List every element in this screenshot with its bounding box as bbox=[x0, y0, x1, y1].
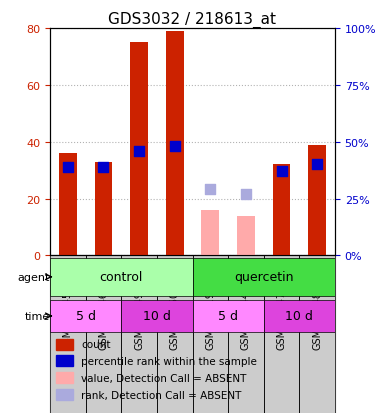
Bar bbox=[201, 211, 219, 256]
Bar bbox=[50, 256, 85, 413]
Bar bbox=[95, 162, 112, 256]
Bar bbox=[56, 339, 73, 350]
Bar bbox=[85, 256, 121, 413]
Text: GSM174819: GSM174819 bbox=[205, 290, 215, 349]
Bar bbox=[130, 43, 148, 256]
Text: GSM174944: GSM174944 bbox=[241, 290, 251, 349]
Text: 10 d: 10 d bbox=[285, 310, 313, 323]
Bar bbox=[228, 256, 264, 413]
Bar bbox=[237, 216, 255, 256]
Point bbox=[100, 164, 107, 171]
Text: count: count bbox=[81, 339, 111, 349]
Bar bbox=[157, 256, 192, 413]
Text: GSM174949: GSM174949 bbox=[134, 290, 144, 349]
FancyBboxPatch shape bbox=[264, 300, 335, 332]
FancyBboxPatch shape bbox=[50, 300, 121, 332]
FancyBboxPatch shape bbox=[192, 258, 335, 296]
Bar bbox=[85, 256, 121, 413]
Text: rank, Detection Call = ABSENT: rank, Detection Call = ABSENT bbox=[81, 390, 242, 400]
FancyBboxPatch shape bbox=[121, 300, 192, 332]
Bar bbox=[59, 154, 77, 256]
Bar bbox=[273, 165, 290, 256]
Bar bbox=[192, 256, 228, 413]
FancyBboxPatch shape bbox=[50, 258, 192, 296]
Text: GSM174945: GSM174945 bbox=[63, 290, 73, 349]
Text: control: control bbox=[100, 271, 143, 284]
Point bbox=[136, 148, 142, 155]
Title: GDS3032 / 218613_at: GDS3032 / 218613_at bbox=[109, 12, 276, 28]
Text: 5 d: 5 d bbox=[218, 310, 238, 323]
Bar bbox=[121, 256, 157, 413]
Point bbox=[278, 169, 285, 175]
Text: GSM174950: GSM174950 bbox=[170, 290, 180, 349]
Point bbox=[65, 164, 71, 171]
Bar bbox=[121, 256, 157, 413]
Text: agent: agent bbox=[18, 272, 50, 282]
Point bbox=[314, 162, 320, 169]
FancyBboxPatch shape bbox=[192, 300, 264, 332]
Bar bbox=[308, 145, 326, 256]
Point bbox=[172, 144, 178, 150]
Text: time: time bbox=[25, 311, 50, 321]
Bar bbox=[56, 372, 73, 383]
Bar bbox=[264, 256, 300, 413]
Text: 10 d: 10 d bbox=[143, 310, 171, 323]
Text: GSM174946: GSM174946 bbox=[99, 290, 109, 349]
Bar bbox=[192, 256, 228, 413]
Point bbox=[207, 187, 213, 193]
Bar bbox=[157, 256, 192, 413]
Text: GSM174948: GSM174948 bbox=[312, 290, 322, 349]
Bar bbox=[56, 389, 73, 401]
Bar bbox=[228, 256, 264, 413]
Text: 5 d: 5 d bbox=[76, 310, 95, 323]
Bar bbox=[56, 355, 73, 366]
Text: quercetin: quercetin bbox=[234, 271, 293, 284]
Text: GSM174947: GSM174947 bbox=[276, 290, 286, 349]
Text: value, Detection Call = ABSENT: value, Detection Call = ABSENT bbox=[81, 373, 247, 383]
Bar bbox=[166, 32, 184, 256]
Bar bbox=[264, 256, 300, 413]
Point bbox=[243, 191, 249, 198]
Text: percentile rank within the sample: percentile rank within the sample bbox=[81, 356, 257, 366]
Bar bbox=[300, 256, 335, 413]
Bar bbox=[50, 256, 85, 413]
Bar bbox=[300, 256, 335, 413]
